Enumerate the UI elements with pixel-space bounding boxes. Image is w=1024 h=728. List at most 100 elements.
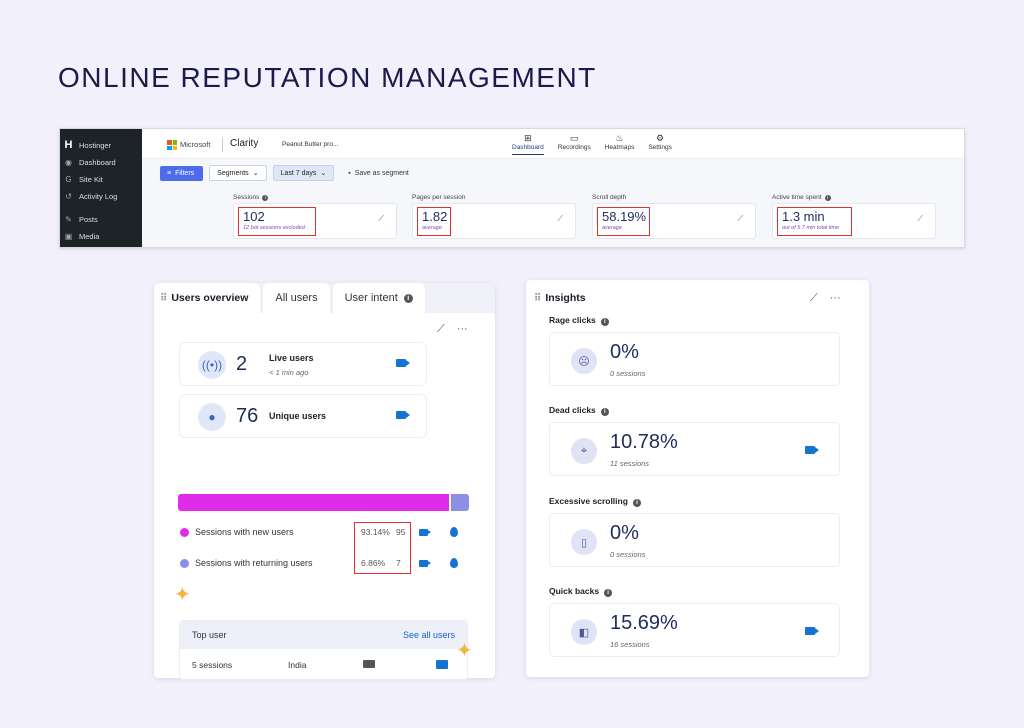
user-card-icon[interactable] [436, 660, 448, 669]
metric-highlight: 58.19% average [597, 207, 650, 236]
page-title: ONLINE REPUTATION MANAGEMENT [58, 62, 597, 93]
insight-label-text: Rage clicks [549, 315, 596, 325]
more-options-icon[interactable]: ··· [829, 292, 841, 304]
date-range-dropdown[interactable]: Last 7 days ⌄ [272, 165, 335, 181]
drag-handle-icon[interactable]: ⠿ [534, 293, 541, 304]
pin-icon: ✎ [65, 215, 72, 224]
info-icon[interactable]: i [632, 499, 641, 507]
insights-title-text: Insights [545, 292, 586, 304]
info-icon[interactable]: i [600, 318, 609, 326]
insight-label-text: Excessive scrolling [549, 496, 628, 506]
video-camera-icon[interactable] [805, 446, 819, 454]
clarity-nav: ⊞ Dashboard ▭ Recordings ♨ Heatmaps ⚙ Settin… [512, 133, 672, 155]
chevron-down-icon: ⌄ [252, 170, 259, 177]
heatmap-drop-icon[interactable] [450, 527, 458, 537]
dead-clicks-label: Dead clicks i [549, 405, 609, 416]
sidebar-item-label: Activity Log [79, 192, 118, 201]
rage-clicks-label: Rage clicks i [549, 315, 609, 326]
microsoft-label: Microsoft [180, 140, 211, 149]
nav-dashboard[interactable]: ⊞ Dashboard [512, 133, 544, 155]
new-users-percent: 93.14% [361, 527, 390, 537]
project-selector[interactable]: Peanut Butter pro... [282, 141, 339, 148]
top-user-sessions: 5 sessions [192, 660, 233, 670]
nav-label: Recordings [557, 144, 591, 151]
unique-users-label: Unique users [269, 411, 327, 421]
excessive-scrolling-card: ▯ 0% 0 sessions [549, 513, 840, 567]
info-icon[interactable]: i [403, 293, 413, 303]
divider [222, 138, 223, 152]
trend-chart-icon[interactable]: ⟋ [810, 292, 818, 304]
sessions-split-bar [178, 494, 469, 511]
metric-card-scroll-depth: 58.19% average ⟋ [592, 203, 756, 239]
live-broadcast-icon: ((•)) [198, 351, 226, 379]
info-icon[interactable]: i [824, 195, 831, 201]
video-camera-icon[interactable] [396, 411, 410, 419]
dashboard-icon: ⊞ [524, 133, 532, 143]
trend-chart-icon[interactable]: ⟋ [917, 214, 923, 223]
metric-value: 58.19% [602, 209, 647, 224]
nav-recordings[interactable]: ▭ Recordings [558, 133, 591, 155]
segments-dropdown[interactable]: Segments ⌄ [209, 165, 267, 181]
users-overview-body: ⟋ ··· ((•)) 2 Live users < 1 min ago ● 7… [154, 313, 495, 680]
more-options-icon[interactable]: ··· [456, 323, 468, 335]
video-camera-icon[interactable] [805, 627, 819, 635]
metric-subtext: out of 5.7 min total time [782, 225, 840, 231]
new-users-label: Sessions with new users [195, 527, 294, 537]
excessive-scrolling-label: Excessive scrolling i [549, 496, 641, 507]
chevron-down-icon: ⌄ [320, 170, 327, 177]
video-camera-icon[interactable] [419, 560, 431, 567]
returning-users-percent: 6.86% [361, 558, 386, 568]
quick-backs-sessions: 16 sessions [610, 640, 650, 649]
filters-button[interactable]: ≡ Filters [160, 165, 204, 181]
unique-users-card: ● 76 Unique users [179, 394, 427, 438]
sidebar-item-media[interactable]: ▣ Media [60, 228, 142, 245]
trend-chart-icon[interactable]: ⟋ [437, 323, 445, 335]
tab-users-overview[interactable]: ⠿ Users overview [154, 283, 261, 313]
info-icon[interactable]: i [262, 195, 269, 201]
sidebar-item-label: Hostinger [79, 141, 112, 150]
sidebar-item-hostinger[interactable]: H Hostinger [60, 137, 142, 154]
info-icon[interactable]: i [600, 408, 609, 416]
returning-users-label: Sessions with returning users [195, 558, 313, 568]
metric-highlight: 102 12 bot sessions excluded [238, 207, 316, 236]
segments-label: Segments [217, 169, 249, 177]
video-camera-icon[interactable] [419, 529, 431, 536]
sidebar-item-posts[interactable]: ✎ Posts [60, 211, 142, 228]
drag-handle-icon[interactable]: ⠿ [160, 292, 167, 304]
sidebar-item-label: Dashboard [79, 158, 116, 167]
heatmap-drop-icon[interactable] [450, 558, 458, 568]
sidebar-item-dashboard[interactable]: ◉ Dashboard [60, 154, 142, 171]
top-user-row[interactable]: 5 sessions India [180, 649, 467, 679]
clarity-brand[interactable]: Clarity [230, 138, 259, 149]
hostinger-logo-icon: H [64, 139, 73, 151]
panel-toolbar: ⟋ ··· [437, 323, 468, 336]
tab-label: All users [275, 292, 318, 304]
info-icon[interactable]: i [604, 589, 613, 597]
sparkle-icon: ✦ [456, 640, 473, 662]
dead-clicks-sessions: 11 sessions [610, 459, 650, 468]
see-all-users-link[interactable]: See all users [402, 630, 455, 640]
dead-click-icon: ⌖ [571, 438, 597, 464]
tab-user-intent[interactable]: User intent i [332, 283, 425, 313]
nav-heatmaps[interactable]: ♨ Heatmaps [605, 133, 635, 155]
sidebar-item-activity-log[interactable]: ↺ Activity Log [60, 188, 142, 205]
microsoft-logo-icon [167, 140, 177, 150]
returning-users-row: Sessions with returning users 6.86% 7 [180, 556, 470, 572]
quick-backs-label: Quick backs i [549, 586, 613, 597]
metric-label-text: Pages per session [412, 194, 466, 201]
tab-all-users[interactable]: All users [263, 283, 330, 313]
nav-settings[interactable]: ⚙ Settings [648, 133, 672, 155]
metric-value: 102 [243, 209, 265, 224]
trend-chart-icon[interactable]: ⟋ [557, 214, 563, 223]
excessive-scrolling-sessions: 0 sessions [610, 550, 646, 559]
trend-chart-icon[interactable]: ⟋ [737, 214, 743, 223]
clarity-header: Microsoft Clarity Peanut Butter pro... ⊞… [142, 129, 964, 159]
insight-label-text: Dead clicks [549, 405, 596, 415]
highlight-frame [354, 522, 411, 574]
save-segment-button[interactable]: ▪ Save as segment [348, 170, 409, 177]
metric-label-text: Scroll depth [592, 194, 627, 201]
trend-chart-icon[interactable]: ⟋ [378, 214, 384, 223]
video-camera-icon[interactable] [396, 359, 410, 367]
flame-icon: ♨ [615, 133, 624, 143]
sidebar-item-site-kit[interactable]: G Site Kit [60, 171, 142, 188]
